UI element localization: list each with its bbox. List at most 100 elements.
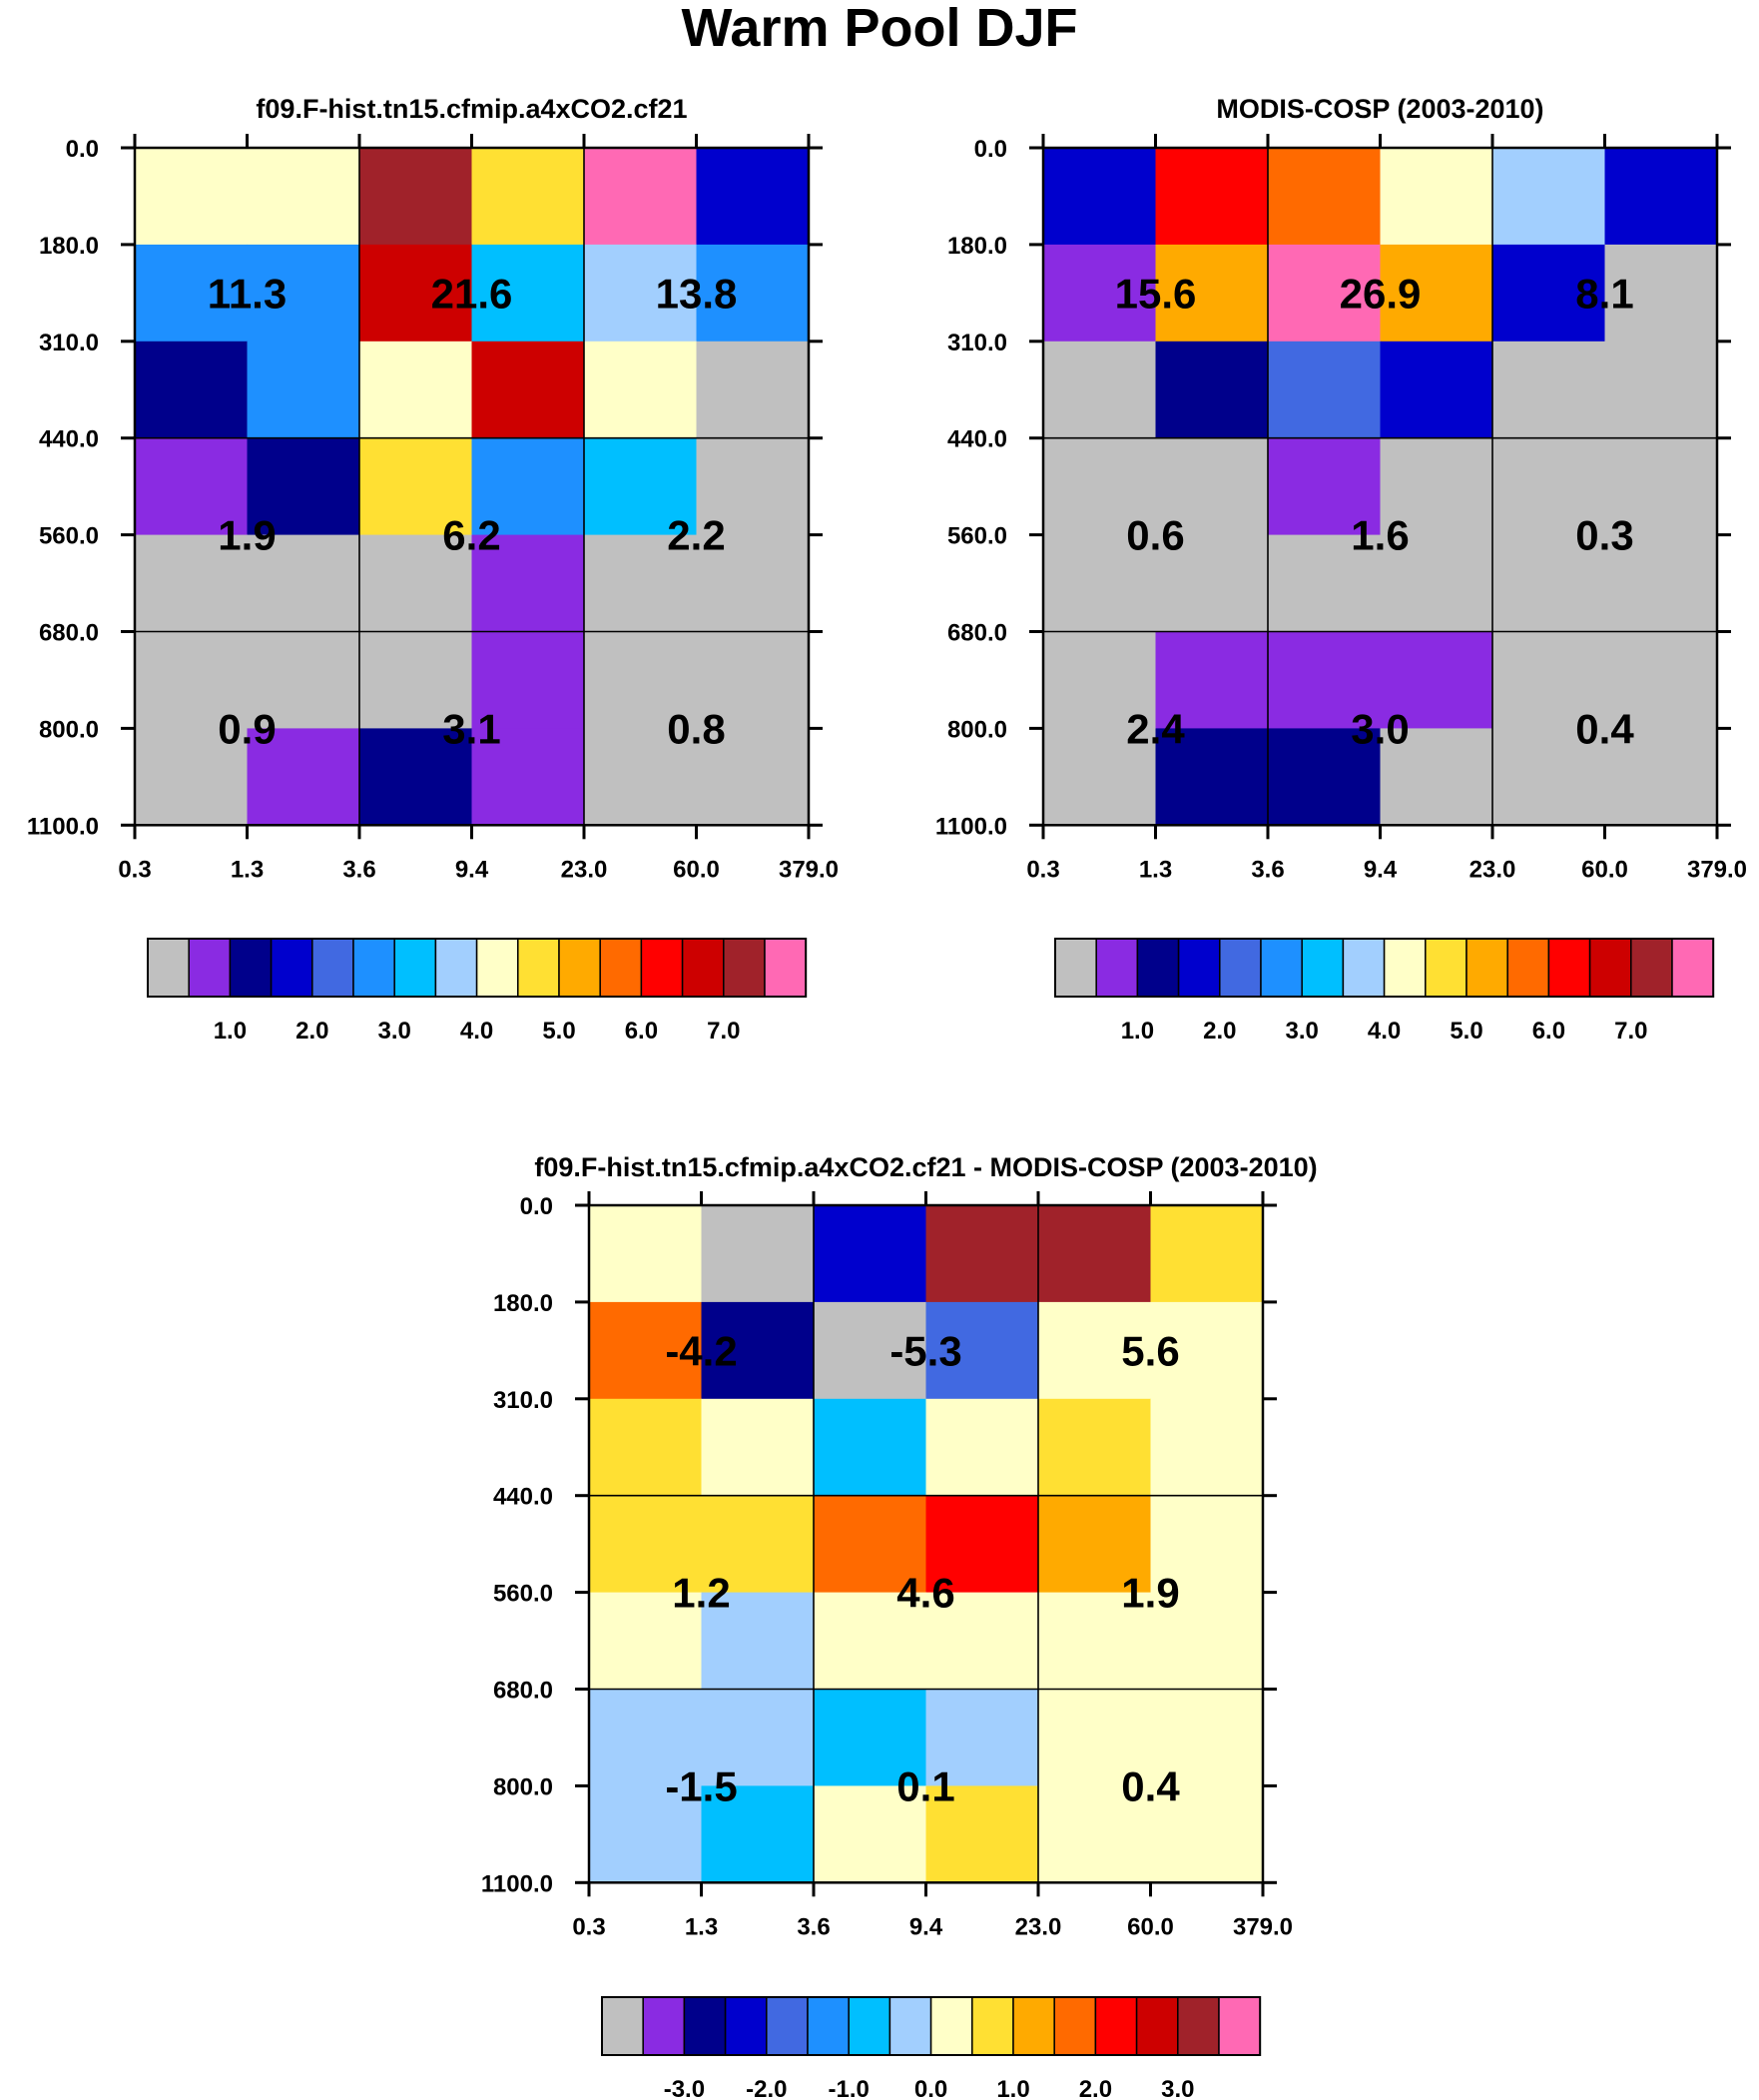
heatmap-cell [1268,631,1382,729]
heatmap-cell [701,1398,815,1497]
heatmap-cell [1150,1205,1264,1303]
heatmap-cell [1604,437,1718,536]
cell-summary-value: 2.2 [667,512,725,559]
heatmap-cell [925,1689,1039,1786]
heatmap-cell [1155,728,1269,826]
cell-summary-value: 5.6 [1121,1327,1179,1374]
colorbar-swatch [929,1996,973,2056]
heatmap-cell [247,341,360,439]
panel-title: f09.F-hist.tn15.cfmip.a4xCO2.cf21 [256,94,687,124]
colorbar-label: 2.0 [295,1018,328,1045]
colorbar-swatch [270,938,313,998]
colorbar-swatch [188,938,232,998]
cell-summary-value: 4.6 [896,1570,954,1617]
heatmap-cell [584,341,698,439]
heatmap-cell [1268,341,1382,439]
heatmap-cell [359,631,473,729]
colorbar-swatch [1054,938,1097,998]
heatmap-cell [1043,534,1157,633]
y-tick-label: 800.0 [947,716,1007,743]
colorbar-swatch [1425,938,1467,998]
y-tick-label: 310.0 [947,330,1007,356]
heatmap-cell [589,1205,703,1303]
colorbar-label: 1.0 [1121,1018,1154,1045]
heatmap-cell [247,437,360,536]
heatmap-cell [589,1592,703,1691]
colorbar-swatch [683,1996,727,2056]
heatmap-cell [696,244,810,343]
cell-summary-value: 0.9 [218,705,276,752]
colorbar-swatch [1671,938,1714,998]
heatmap-cell [589,1495,703,1594]
x-tick-label: 3.6 [342,856,375,883]
heatmap-cell [1380,148,1493,246]
panel-model: f09.F-hist.tn15.cfmip.a4xCO2.cf21 0.0 180.… [27,94,839,1045]
heatmap-cell [1268,534,1382,633]
heatmap-cell [1268,437,1382,536]
cell-summary-value: 0.6 [1126,512,1184,559]
heatmap-cell [135,437,249,536]
heatmap-cell [1038,1689,1152,1786]
heatmap-cell [359,341,473,439]
y-tick-label: 560.0 [493,1581,553,1608]
heatmap-cell [584,437,698,536]
y-tick-label: 800.0 [39,716,99,743]
colorbar-label: 4.0 [1368,1018,1401,1045]
x-tick-label: 9.4 [909,1913,943,1940]
heatmap-cell [1150,1398,1264,1497]
heatmap-cell [701,1495,815,1594]
heatmap-cell [471,148,585,246]
heatmap-cell [1155,341,1269,439]
cell-summary-value: 2.4 [1126,705,1185,752]
heatmap-cell [696,728,810,826]
cell-summary-value: 3.1 [442,705,500,752]
colorbar-label: 3.0 [1286,1018,1319,1045]
colorbar-swatch [1342,938,1386,998]
cell-summary-value: 8.1 [1575,270,1633,317]
x-tick-label: 379.0 [1687,856,1747,883]
x-tick-label: 3.6 [1251,856,1284,883]
heatmap-cell [1038,1592,1152,1691]
x-tick-label: 9.4 [455,856,489,883]
heatmap-cell [1604,244,1718,343]
heatmap-cell [471,728,585,826]
heatmap-cell [1150,1592,1264,1691]
colorbar-swatch [1095,938,1139,998]
heatmap-cell [471,244,585,343]
heatmap-cell [1043,244,1157,343]
heatmap-cell [1038,1495,1152,1594]
y-tick-label: 0.0 [520,1193,553,1220]
colorbar-swatch [147,938,190,998]
heatmap-cell [814,1495,927,1594]
heatmap-cell [247,244,360,343]
colorbar-frame [147,938,808,998]
heatmap-cell [1492,728,1606,826]
colorbar-swatch [1219,938,1262,998]
cell-summary-value: 6.2 [442,512,500,559]
colorbar-swatch [1506,938,1550,998]
colorbar-swatch [352,938,395,998]
colorbar-label: 5.0 [542,1018,575,1045]
heatmap-cell [584,244,698,343]
y-tick-label: 440.0 [493,1484,553,1511]
colorbar-label: 1.0 [214,1018,247,1045]
y-tick-label: 800.0 [493,1773,553,1800]
colorbar-swatch [1094,1996,1138,2056]
heatmap-cell [814,1689,927,1786]
heatmap-cell [1155,631,1269,729]
x-tick-label: 23.0 [1015,1913,1062,1940]
heatmap-cell [359,244,473,343]
heatmap-cell [584,631,698,729]
y-tick-label: 0.0 [66,136,99,163]
colorbar-swatch [601,1996,644,2056]
x-tick-label: 60.0 [1127,1913,1174,1940]
heatmap-cell [696,341,810,439]
heatmap-cell [814,1592,927,1691]
colorbar-swatch [1301,938,1345,998]
colorbar-swatch [724,1996,768,2056]
cell-summary-value: 1.6 [1351,512,1409,559]
heatmap-cell [1604,148,1718,246]
colorbar-label: 2.0 [1079,2076,1112,2100]
heatmap-cell [814,1301,927,1400]
